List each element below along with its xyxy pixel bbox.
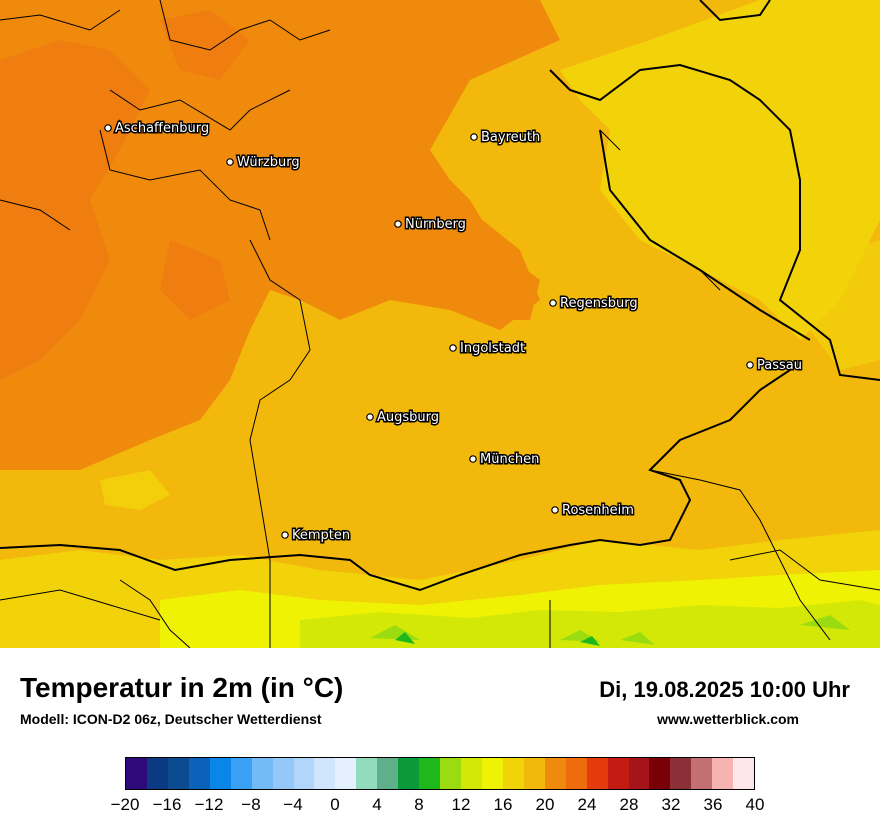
colorbar-segment — [544, 758, 566, 789]
colorbar-tick-label: 8 — [414, 795, 424, 814]
district-borders — [0, 0, 880, 648]
state-border — [549, 63, 880, 381]
colorbar-segment — [670, 758, 692, 789]
colorbar-tick-label: −12 — [194, 795, 224, 814]
city-dot — [746, 361, 754, 369]
city-dot — [104, 124, 112, 132]
colorbar-segment — [188, 758, 210, 789]
colorbar-segment — [398, 758, 420, 789]
city-dot — [469, 455, 477, 463]
model-info: Modell: ICON-D2 06z, Deutscher Wetterdie… — [20, 711, 322, 727]
colorbar-segment — [251, 758, 273, 789]
colorbar-tick-label: 0 — [330, 795, 340, 814]
colorbar-segment — [440, 758, 461, 789]
colorbar-tick-label: 4 — [372, 795, 382, 814]
cool-patch-west — [100, 470, 170, 510]
city-label: Regensburg — [560, 296, 638, 311]
colorbar-segment — [523, 758, 545, 789]
colorbar-segment — [293, 758, 315, 789]
city-dot — [281, 531, 289, 539]
forecast-datetime: Di, 19.08.2025 10:00 Uhr — [599, 677, 850, 702]
city-dot — [551, 506, 559, 514]
city-markers: Aschaffenburg Würzburg Bayreuth Nürnberg Reg… — [104, 120, 803, 545]
colorbar-segment — [272, 758, 294, 789]
city-label: Kempten — [292, 528, 350, 543]
colorbar-segment — [502, 758, 524, 789]
colorbar-segment — [607, 758, 629, 789]
temperature-map: Aschaffenburg Würzburg Bayreuth Nürnberg Reg… — [0, 0, 880, 648]
state-border-czech — [599, 129, 811, 341]
colorbar-segment — [209, 758, 231, 789]
colorbar-segment — [565, 758, 587, 789]
colorbar-tick-label: 40 — [745, 795, 765, 814]
colorbar-segment — [691, 758, 713, 789]
warm-area-northwest — [0, 0, 560, 470]
city-label: Nürnberg — [405, 217, 466, 232]
warm-area-central — [370, 160, 540, 320]
colorbar-segment — [586, 758, 608, 789]
city-dot — [549, 299, 557, 307]
colorbar-segment — [712, 758, 734, 789]
colorbar-segment — [628, 758, 650, 789]
cool-area-northeast — [560, 0, 880, 340]
city-label: Würzburg — [237, 155, 300, 170]
city-label: Passau — [757, 358, 802, 373]
colorbar-segment — [733, 758, 755, 789]
colorbar-segment — [167, 758, 189, 789]
city-label: Aschaffenburg — [115, 121, 209, 136]
state-border-north — [699, 0, 771, 22]
colorbar-segment — [419, 758, 441, 789]
city-dot — [226, 158, 234, 166]
colorbar-tick-label: 20 — [535, 795, 555, 814]
city-label: München — [480, 452, 539, 467]
colorbar-segment — [649, 758, 671, 789]
map-title: Temperatur in 2m (in °C) — [20, 672, 344, 703]
colorbar-tick-label: 36 — [703, 795, 723, 814]
city-dot — [449, 344, 457, 352]
colorbar-segment — [146, 758, 168, 789]
colorbar-tick-label: 12 — [451, 795, 471, 814]
colorbar-tick-label: −8 — [241, 795, 261, 814]
city-label: Ingolstadt — [460, 341, 525, 356]
colorbar-segment — [481, 758, 503, 789]
city-label: Augsburg — [377, 410, 439, 425]
colorbar-tick-label: −4 — [283, 795, 303, 814]
colorbar-tick-label: 32 — [661, 795, 681, 814]
colorbar-segment — [356, 758, 378, 789]
website-label: www.wetterblick.com — [657, 711, 799, 727]
colorbar-ticks: −20 −16 −12 −8 −4 0 4 8 12 16 20 24 28 32 36 40 — [0, 795, 880, 819]
colorbar-tick-label: −20 — [110, 795, 140, 814]
colorbar-segment — [377, 758, 399, 789]
colorbar-tick-label: 28 — [619, 795, 639, 814]
colorbar-tick-label: 24 — [577, 795, 597, 814]
city-label: Rosenheim — [562, 503, 634, 518]
temperature-colorbar — [125, 757, 755, 790]
colorbar-segment — [461, 758, 482, 789]
city-dot — [394, 220, 402, 228]
city-dot — [366, 413, 374, 421]
city-label: Bayreuth — [481, 130, 540, 145]
warmest-patches — [0, 10, 250, 380]
country-border-south — [0, 369, 791, 592]
colorbar-tick-label: −16 — [152, 795, 182, 814]
colorbar-segment — [126, 758, 147, 789]
cold-area-alps — [300, 600, 880, 648]
colorbar-segment — [314, 758, 336, 789]
colorbar-segment — [335, 758, 357, 789]
colorbar-segment — [230, 758, 252, 789]
city-dot — [470, 133, 478, 141]
colorbar-tick-label: 16 — [493, 795, 513, 814]
